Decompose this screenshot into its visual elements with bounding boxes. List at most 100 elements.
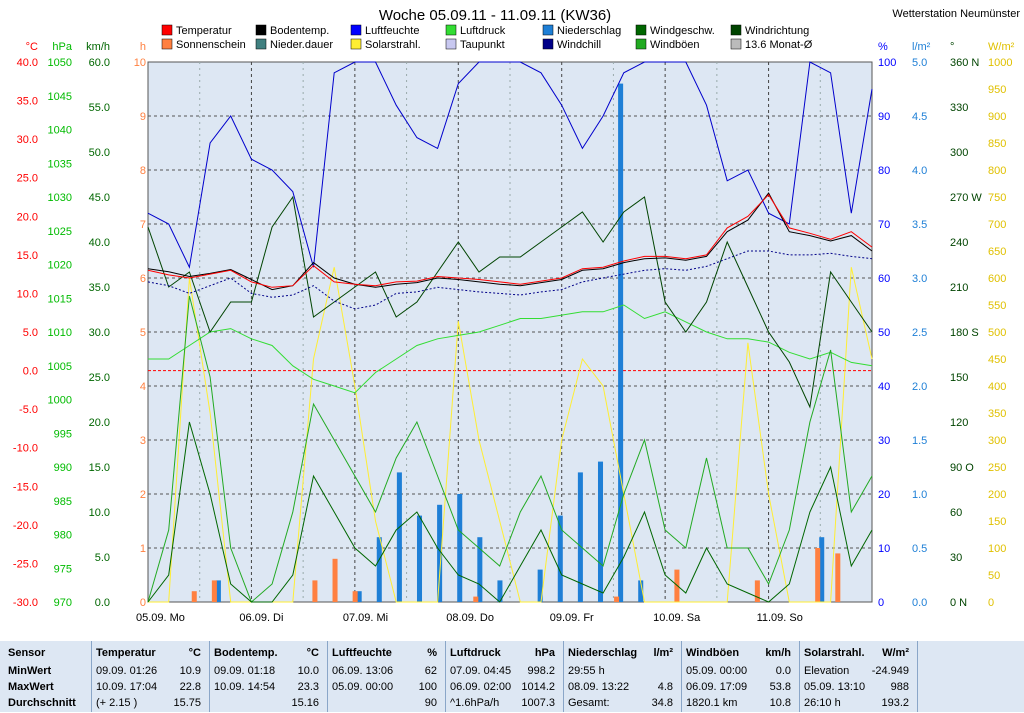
stat-header-unit: l/m² (653, 647, 673, 659)
stat-value: 4.8 (657, 681, 673, 693)
hpa-axis-tick: 990 (54, 462, 72, 474)
rain-axis-tick: 2.0 (912, 381, 927, 393)
humidity-axis-tick: 50 (878, 327, 890, 339)
stat-value: 1014.2 (521, 681, 555, 693)
humidity-line (147, 61, 873, 269)
stat-header-name: Temperatur (96, 647, 156, 659)
gust-line (147, 295, 873, 603)
x-label: 07.09. Mi (343, 612, 388, 624)
stat-label: 06.09. 17:09 (686, 681, 748, 693)
rain-bar (497, 580, 503, 602)
stat-row: 08.09. 13:22 4.8 (564, 681, 681, 697)
legend-label: Temperatur (176, 25, 232, 37)
stat-label: 29:55 h (568, 665, 605, 677)
hpa-axis-tick: 1045 (48, 91, 72, 103)
solar-axis-tick: 650 (988, 246, 1006, 258)
stat-col-7: Solarstrahl. W/m² Elevation -24.949 05.09. 1… (800, 641, 918, 712)
rain-axis-unit: l/m² (912, 41, 931, 53)
sunshine-bar (473, 596, 479, 602)
hours-axis-tick: 10 (134, 57, 146, 69)
solar-axis-tick: 450 (988, 354, 1006, 366)
windspeed-line (147, 421, 873, 603)
rain-axis-tick: 1.5 (912, 435, 927, 447)
temp-axis-unit: °C (26, 41, 38, 53)
humidity-axis-tick: 10 (878, 543, 890, 555)
day-lines (199, 62, 821, 602)
temp-axis-tick: -25.0 (13, 558, 38, 570)
stat-header: Bodentemp. °C (210, 647, 327, 663)
solar-axis-tick: 200 (988, 489, 1006, 501)
stat-header: Luftdruck hPa (446, 647, 563, 663)
stat-row: 07.09. 04:45 998.2 (446, 665, 563, 681)
legend-swatch (445, 38, 457, 50)
winddir-axis-tick: 150 (950, 372, 968, 384)
kmh-axis-unit: km/h (86, 41, 110, 53)
legend-swatch (255, 38, 267, 50)
stat-row: 05.09. 13:10 988 (800, 681, 917, 697)
stat-value: 0.0 (775, 665, 791, 677)
stat-label: 10.09. 17:04 (96, 681, 158, 693)
stat-header-unit: W/m² (882, 647, 909, 659)
legend-label: Windchill (557, 39, 601, 51)
soil-temp-line (147, 192, 873, 291)
stat-value: 100 (418, 681, 437, 693)
rain-axis-tick: 0.5 (912, 543, 927, 555)
legend-swatch (730, 24, 742, 36)
hours-axis-tick: 3 (140, 435, 146, 447)
stat-col-0: Sensor MinWert MaxWert Durchschnitt (4, 641, 92, 712)
winddir-axis-tick: 360 N (950, 57, 979, 69)
stat-value: 53.8 (769, 681, 791, 693)
rain-bar (618, 83, 624, 603)
solar-axis-tick: 300 (988, 435, 1006, 447)
rain-bar (457, 494, 463, 602)
legend-label: Niederschlag (557, 25, 621, 37)
rain-bar (638, 580, 644, 602)
rain-axis-tick: 3.0 (912, 273, 927, 285)
rain-bar (477, 537, 483, 602)
rain-bar (376, 537, 382, 602)
stat-value: 998.2 (527, 665, 555, 677)
marks (147, 61, 873, 603)
stat-label: MaxWert (8, 681, 54, 693)
stat-header-unit: °C (306, 647, 319, 659)
stat-label: 05.09. 00:00 (686, 665, 748, 677)
stat-value: 193.2 (881, 697, 909, 709)
solar-axis-tick: 600 (988, 273, 1006, 285)
hours-axis-unit: h (140, 41, 146, 53)
legend-swatch (161, 24, 173, 36)
stat-header-unit: °C (188, 647, 201, 659)
sunshine-bar (754, 580, 760, 602)
stat-value: 34.8 (651, 697, 673, 709)
solar-axis-tick: 0 (988, 597, 994, 609)
legend: Temperatur Bodentemp. Luftfeuchte Luftdruck… (161, 24, 813, 51)
chart-title: Woche 05.09.11 - 11.09.11 (KW36) (379, 7, 611, 24)
x-label: 08.09. Do (446, 612, 494, 624)
hours-axis-tick: 1 (140, 543, 146, 555)
hpa-axis-unit: hPa (52, 41, 72, 53)
stat-header-name: Luftdruck (450, 647, 501, 659)
stat-header: Niederschlag l/m² (564, 647, 681, 663)
sunshine-bar (191, 591, 197, 602)
hours-axis-tick: 5 (140, 327, 146, 339)
rain-bar (557, 515, 563, 602)
rain-bar (597, 461, 604, 602)
rain-bar (416, 515, 423, 602)
stat-col-6: Windböen km/h 05.09. 00:00 0.0 06.09. 17:09 5… (682, 641, 800, 712)
legend-label: Bodentemp. (270, 25, 329, 37)
temp-axis-tick: 30.0 (17, 134, 38, 146)
stat-row: 06.09. 13:06 62 (328, 665, 445, 681)
stat-row: 15.16 (210, 697, 327, 713)
stat-row: 05.09. 00:00 100 (328, 681, 445, 697)
winddir-axis-tick: 300 (950, 147, 968, 159)
winddir-axis-tick: 180 S (950, 327, 979, 339)
hpa-axis-tick: 970 (54, 597, 72, 609)
stat-value: 1007.3 (521, 697, 555, 709)
humidity-axis-tick: 60 (878, 273, 890, 285)
stat-col-2: Bodentemp. °C 09.09. 01:18 10.0 10.09. 14:54… (210, 641, 328, 712)
hpa-axis-tick: 1035 (48, 158, 72, 170)
kmh-axis-tick: 15.0 (89, 462, 110, 474)
temperature-line (147, 193, 873, 288)
winddir-axis-tick: 120 (950, 417, 968, 429)
stat-label: 06.09. 13:06 (332, 665, 394, 677)
stat-row: 29:55 h (564, 665, 681, 681)
